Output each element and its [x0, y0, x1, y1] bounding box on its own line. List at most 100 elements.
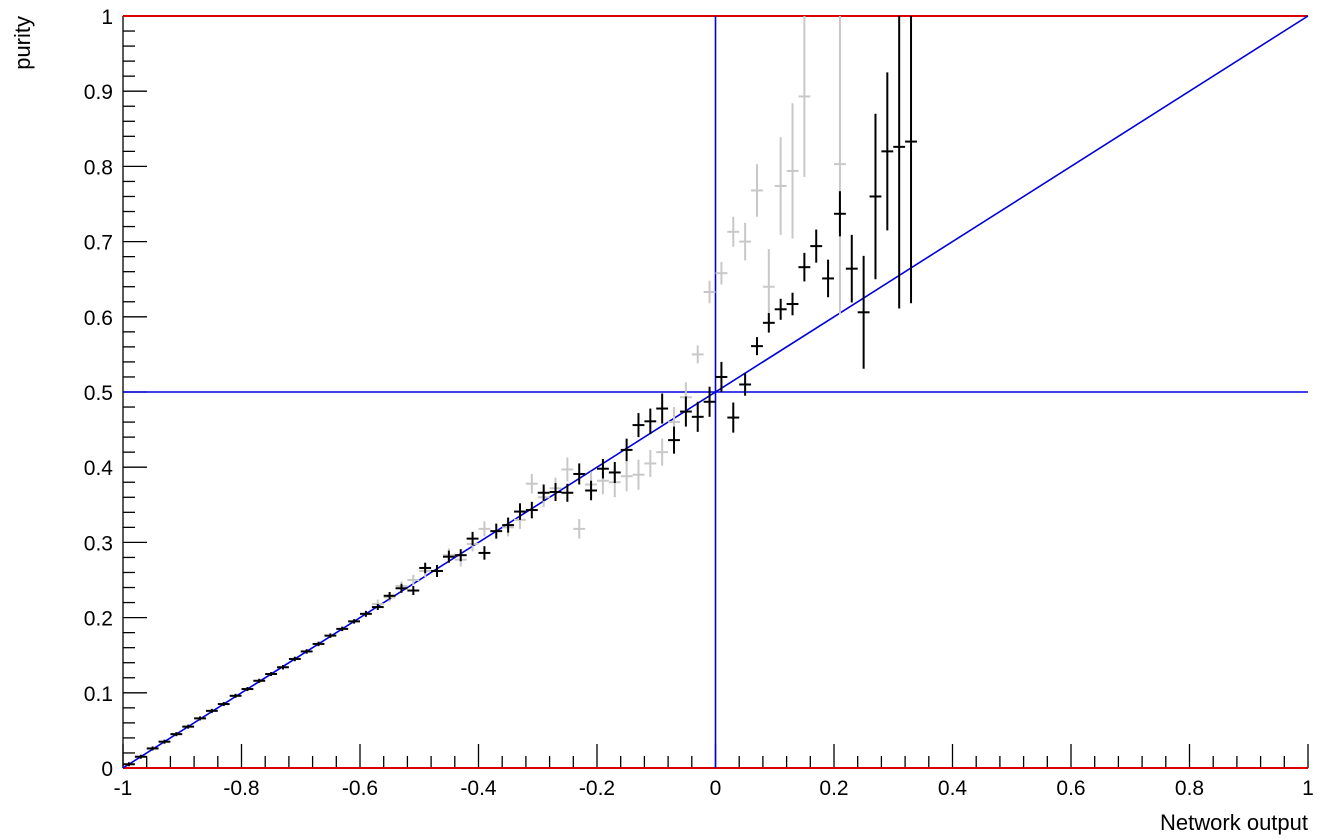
y-tick-label: 0.9 [84, 81, 113, 104]
data-point [360, 610, 372, 617]
diagonal-reference-line [122, 15, 1309, 769]
data-point [205, 708, 218, 713]
x-axis-title: Network output [1160, 810, 1308, 835]
data-point [834, 191, 846, 237]
data-point [893, 16, 906, 309]
data-point [620, 438, 633, 462]
data-point [656, 393, 669, 424]
y-tick-label: 0.2 [84, 608, 113, 631]
data-point [739, 222, 752, 261]
data-point [762, 249, 775, 325]
data-point [727, 402, 740, 433]
data-point [751, 337, 763, 356]
data-point [182, 724, 195, 729]
y-tick-label: 0.4 [84, 457, 114, 480]
data-point [691, 345, 704, 364]
data-point [668, 426, 680, 454]
data-point [632, 413, 645, 438]
data-point [857, 255, 870, 369]
data-point [691, 401, 704, 432]
y-tick-label: 0.1 [84, 683, 113, 706]
data-point [774, 298, 787, 320]
data-point [869, 113, 882, 280]
data-point [300, 649, 313, 654]
data-point [834, 16, 846, 315]
data-point [751, 164, 763, 217]
data-point [466, 531, 479, 546]
y-tick-label: 0 [101, 758, 113, 781]
data-point [134, 754, 147, 759]
data-point [786, 292, 799, 316]
data-point [419, 562, 432, 574]
data-point [442, 550, 455, 563]
y-tick-label: 0.3 [84, 532, 113, 555]
data-point [371, 604, 384, 611]
x-tick-label: -0.4 [460, 777, 497, 800]
data-point [644, 449, 657, 477]
x-tick-label: 0 [710, 777, 722, 800]
data-point [170, 732, 183, 737]
x-tick-label: 1 [1302, 777, 1314, 800]
data-point [478, 546, 491, 560]
data-point [845, 234, 858, 303]
x-tick-label: 0.2 [819, 777, 848, 800]
x-tick-label: -0.6 [342, 777, 378, 800]
data-point [679, 396, 692, 427]
data-point [407, 574, 420, 586]
data-point [348, 619, 360, 624]
data-point [217, 702, 230, 707]
data-point [762, 313, 775, 333]
data-point [514, 503, 526, 520]
data-point [146, 746, 159, 751]
data-point [431, 564, 443, 577]
data-point [312, 641, 325, 647]
data-point [573, 463, 586, 485]
data-point [810, 229, 823, 263]
data-point [525, 501, 538, 519]
data-point [739, 373, 752, 396]
data-point [798, 16, 811, 177]
data-point [537, 484, 550, 502]
data-point [288, 656, 301, 662]
y-tick-label: 0.7 [84, 232, 113, 255]
y-tick-label: 1 [101, 6, 113, 29]
data-point [454, 549, 467, 562]
data-point [502, 517, 515, 533]
data-point [608, 461, 621, 483]
data-point [383, 592, 396, 600]
data-point [585, 480, 597, 501]
data-point [905, 16, 917, 304]
data-point [336, 626, 349, 632]
data-point [644, 408, 657, 435]
x-tick-label: 0.6 [1056, 777, 1085, 800]
data-point [822, 259, 834, 298]
data-point [253, 678, 266, 683]
data-point [715, 361, 728, 392]
data-point [395, 583, 408, 593]
data-point [561, 457, 574, 482]
x-tick-label: -0.8 [223, 777, 259, 800]
data-point [277, 664, 289, 670]
tick-labels: -1 -0.8 -0.6 -0.4 -0.2 0 0.2 0.4 0.6 0.8 1 0 0.1 0.2 0… [84, 6, 1314, 800]
x-tick-label: 0.4 [938, 777, 968, 800]
x-tick-label: 0.8 [1175, 777, 1204, 800]
data-point [703, 386, 716, 417]
y-tick-label: 0.6 [84, 307, 113, 330]
data-point [194, 716, 206, 721]
data-point [715, 261, 728, 285]
data-series [123, 16, 917, 767]
data-point [407, 586, 420, 596]
data-point [123, 762, 135, 767]
y-tick-label: 0.8 [84, 156, 113, 179]
data-point [656, 438, 669, 466]
data-point [241, 687, 254, 692]
data-point [798, 252, 811, 282]
data-point [229, 693, 242, 698]
data-point [525, 473, 538, 494]
y-axis-title: purity [10, 16, 35, 70]
data-point [158, 739, 171, 744]
data-point [324, 633, 337, 638]
reference-lines [122, 15, 1309, 769]
